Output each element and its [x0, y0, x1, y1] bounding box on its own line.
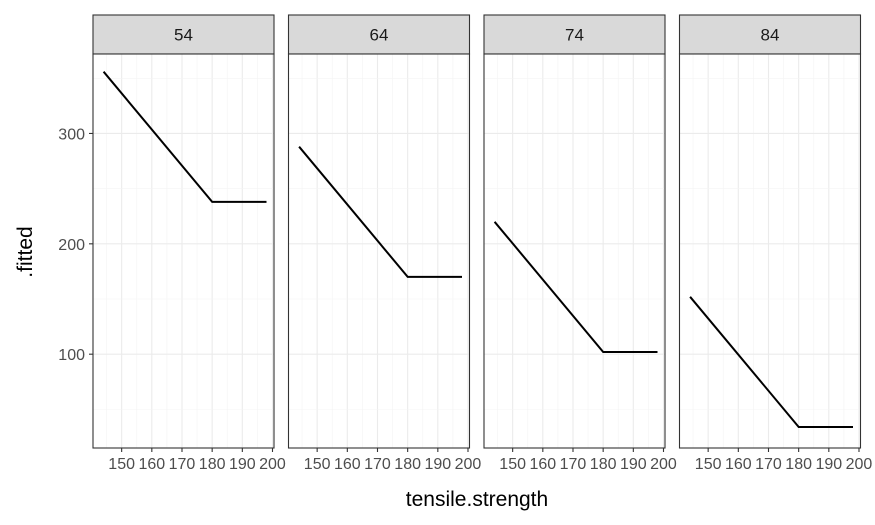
y-axis-title: .fitted — [14, 226, 37, 277]
facet-strip-label: 84 — [761, 26, 780, 45]
fitted-line-64 — [298, 146, 462, 278]
y-tick-label: 200 — [58, 237, 85, 254]
x-tick-label: 180 — [785, 456, 812, 473]
x-tick-label: 190 — [229, 456, 256, 473]
y-tick-label: 300 — [58, 126, 85, 143]
panel-border — [678, 53, 862, 449]
facet-strip-label: 54 — [174, 26, 193, 45]
facet-strip — [678, 14, 862, 55]
fitted-line-84 — [689, 296, 853, 428]
facet-panel-84: 84 150 160 170 180 190 200 — [678, 14, 873, 473]
panel-border — [483, 53, 666, 449]
x-tick-label: 200 — [846, 456, 873, 473]
x-tick-label: 200 — [455, 456, 482, 473]
facet-panel-64: 64 150 160 170 180 190 200 — [287, 14, 482, 473]
y-tick-label: 100 — [58, 347, 85, 364]
x-tick-label: 180 — [590, 456, 617, 473]
x-tick-label: 170 — [169, 456, 196, 473]
panel-border — [287, 53, 471, 449]
x-tick-label: 150 — [108, 456, 135, 473]
x-tick-label: 190 — [424, 456, 451, 473]
facet-strip — [287, 14, 471, 55]
x-tick-label: 160 — [334, 456, 361, 473]
panel-background — [288, 54, 470, 448]
x-tick-label: 160 — [529, 456, 556, 473]
x-tick-label: 150 — [695, 456, 722, 473]
x-tick-label: 180 — [199, 456, 226, 473]
x-tick-label: 160 — [138, 456, 165, 473]
x-tick-label: 200 — [650, 456, 677, 473]
x-axis-title: tensile.strength — [406, 488, 548, 511]
facet-strip — [92, 14, 275, 55]
y-axis: 100 200 300 — [58, 126, 93, 364]
x-tick-label: 170 — [560, 456, 587, 473]
x-tick-label: 190 — [620, 456, 647, 473]
x-tick-label: 180 — [394, 456, 421, 473]
panel-background — [93, 54, 274, 448]
facet-panel-74: 74 150 160 170 180 190 200 — [483, 14, 677, 473]
panel-background — [679, 54, 861, 448]
x-tick-label: 170 — [755, 456, 782, 473]
fitted-line-74 — [493, 221, 658, 353]
x-tick-label: 190 — [815, 456, 842, 473]
x-tick-label: 160 — [725, 456, 752, 473]
facet-strip-label: 64 — [370, 26, 389, 45]
x-tick-label: 150 — [499, 456, 526, 473]
panel-background — [484, 54, 665, 448]
x-tick-label: 150 — [304, 456, 331, 473]
panel-border — [92, 53, 275, 449]
facet-strip-label: 74 — [565, 26, 584, 45]
x-tick-label: 170 — [364, 456, 391, 473]
x-tick-label: 200 — [259, 456, 286, 473]
facet-strip — [483, 14, 666, 55]
facet-panel-54: 54 150 160 170 180 190 200 — [92, 14, 286, 473]
fitted-line-54 — [102, 71, 267, 203]
